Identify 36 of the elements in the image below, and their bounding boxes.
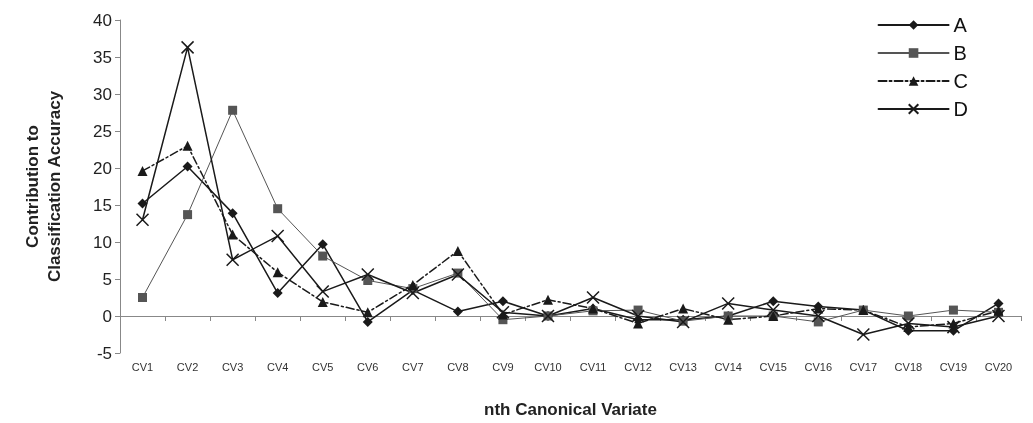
y-tick-label: 25: [93, 121, 112, 141]
y-tick-label: -5: [96, 343, 112, 363]
x-tick-label: CV10: [534, 360, 562, 373]
x-tick-label: CV18: [894, 360, 923, 373]
legend-label: A: [953, 14, 968, 36]
x-tick-label: CV4: [266, 360, 289, 373]
x-tick-label: CV13: [669, 360, 697, 373]
x-tick-label: CV12: [624, 360, 652, 373]
legend-label: C: [953, 70, 969, 92]
x-tick-label: CV15: [759, 360, 787, 373]
x-tick-label: CV17: [849, 360, 878, 373]
y-tick-label: 0: [102, 306, 112, 326]
x-tick-label: CV14: [714, 360, 742, 373]
x-tick-label: CV8: [447, 360, 469, 373]
x-tick-label: CV3: [221, 360, 244, 373]
x-tick-label: CV5: [312, 360, 334, 373]
x-tick-label: CV7: [402, 360, 424, 373]
y-axis-title: Contribution to Classification Accuracy: [22, 90, 64, 283]
y-tick-label: 10: [93, 232, 112, 252]
y-tick-label: 5: [102, 269, 112, 289]
y-tick-label: 30: [93, 84, 112, 104]
x-axis-title: nth Canonical Variate: [484, 400, 657, 419]
y-tick-label: 35: [93, 47, 112, 67]
x-tick-label: CV9: [492, 360, 514, 373]
x-tick-label: CV1: [131, 360, 154, 373]
x-tick-label: CV19: [939, 360, 968, 373]
x-tick-label: CV20: [984, 360, 1013, 373]
x-tick-label: CV16: [804, 360, 833, 373]
legend-label: B: [953, 42, 967, 64]
y-tick-label: 40: [93, 10, 112, 30]
legend-label: D: [953, 98, 969, 120]
x-tick-label: CV11: [579, 360, 607, 373]
y-tick-label: 20: [93, 158, 112, 178]
x-tick-label: CV6: [357, 360, 379, 373]
y-tick-label: 15: [93, 195, 112, 215]
x-tick-label: CV2: [176, 360, 199, 373]
